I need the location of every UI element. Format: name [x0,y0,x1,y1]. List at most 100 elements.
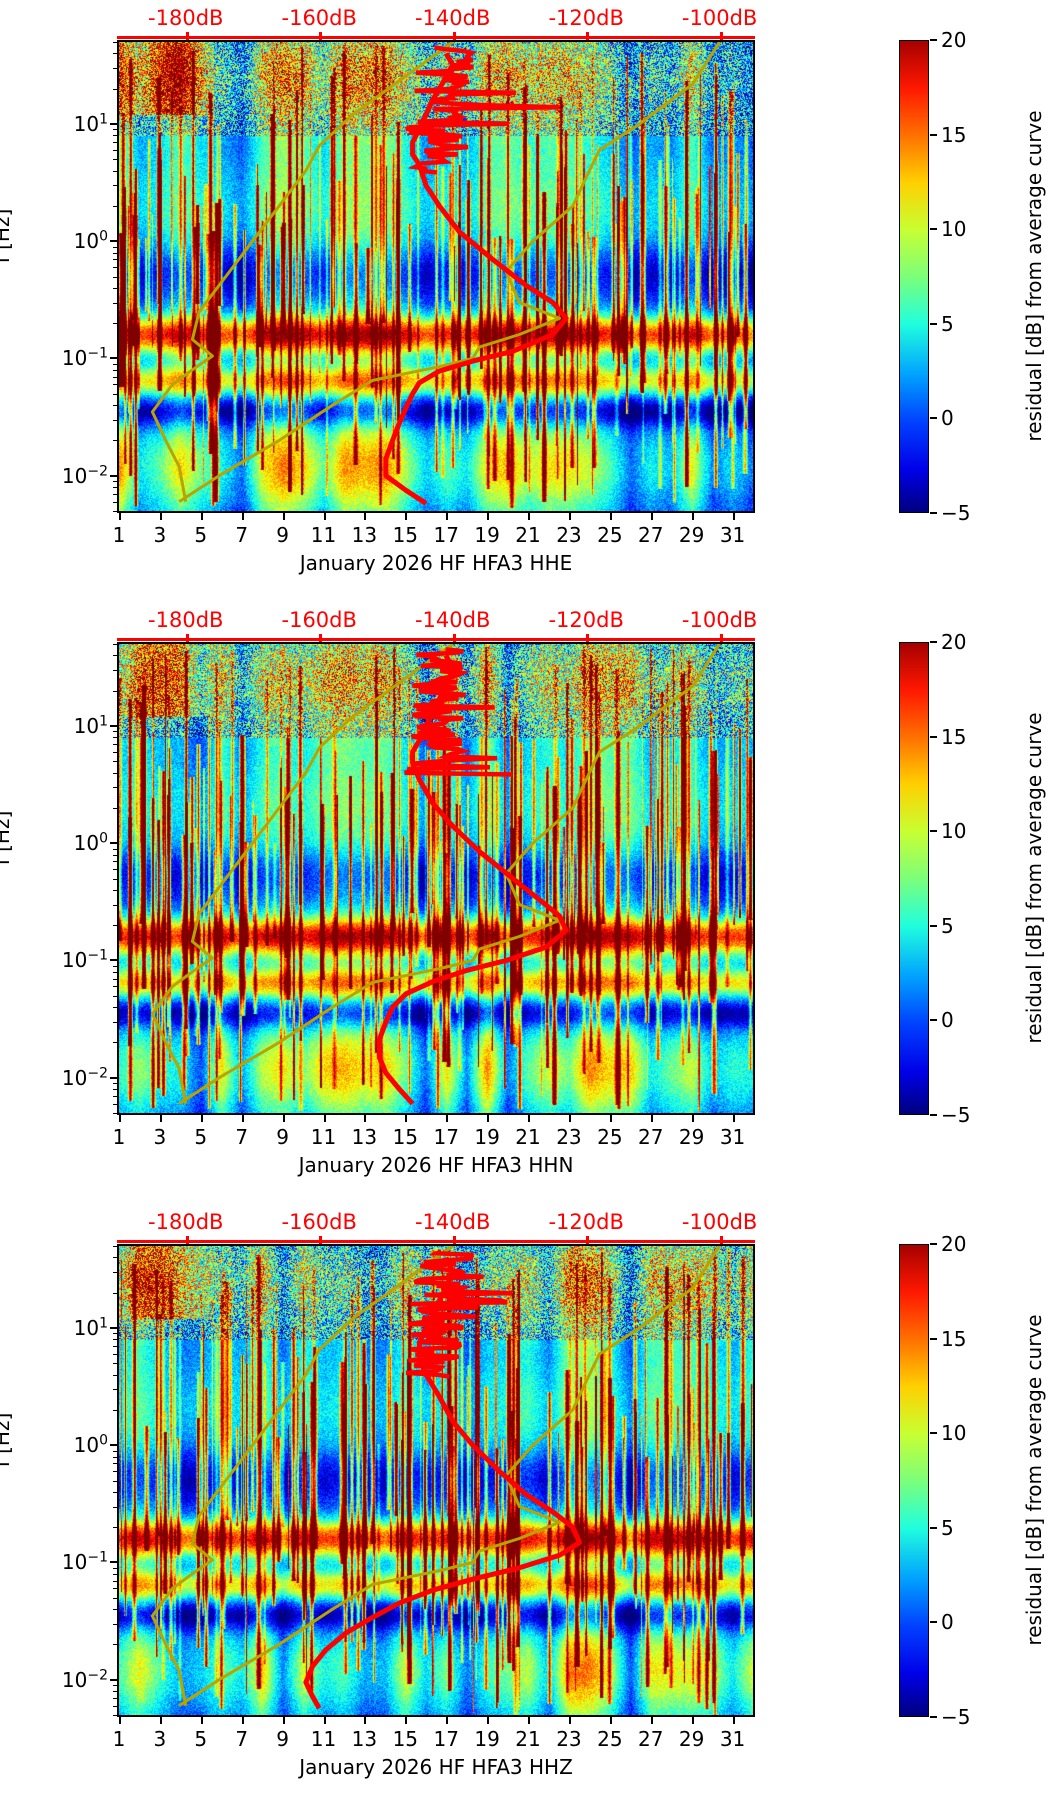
top-axis-label: -160dB [281,608,357,632]
x-axis-tick [446,513,449,520]
y-axis-minor-tick [113,487,117,489]
y-axis-tick-label: 10−2 [61,463,108,488]
x-axis-tick [732,1115,735,1122]
y-axis-tick-label: 10−1 [61,947,108,973]
spectrogram-axes-2 [117,642,755,1115]
y-axis-minor-tick [113,205,117,207]
y-axis-minor-tick [113,670,117,671]
x-axis-tick-label: 15 [392,1125,419,1149]
psd-curve-hf-detail [404,45,560,175]
x-axis-tick-label: 31 [719,523,746,547]
spectrogram-axes-1 [117,40,755,513]
x-axis-tick [609,1115,612,1122]
colorbar-label-1: residual [dB] from average curve [1022,110,1046,442]
top-db-axis-3 [117,1236,755,1247]
colorbar-tick-label: −5 [941,1103,971,1127]
y-axis-minor-tick [113,405,117,407]
y-axis-tick [110,724,117,727]
x-axis-tick-label: 29 [678,1125,705,1149]
x-axis-tick-label: 29 [678,523,705,547]
y-axis-minor-tick [113,1103,117,1105]
y-axis-minor-tick [113,1480,117,1482]
top-db-axis-1 [117,32,755,43]
colorbar-2 [899,642,929,1115]
y-axis-tick [110,240,117,243]
x-axis-tick [568,513,571,520]
y-axis-minor-tick [113,1609,117,1611]
x-axis-tick [487,513,490,520]
y-axis-label: f [Hz] [0,208,14,264]
y-axis-minor-tick [113,1506,117,1508]
colorbar-tick-label: 20 [941,28,967,52]
x-axis-tick-label: 5 [194,1727,208,1751]
y-axis-minor-tick [113,971,117,973]
colorbar-tick [930,641,937,643]
x-axis-tick-label: 25 [597,1125,623,1149]
x-axis-tick [282,513,285,520]
psd-curve [376,654,569,1106]
y-axis-minor-tick [113,1389,117,1391]
y-axis-minor-tick [113,1095,117,1097]
y-axis-minor-tick [113,501,117,503]
y-axis-minor-tick [113,135,117,137]
y-axis-tick-label: 100 [73,1432,108,1458]
y-axis-minor-tick [113,1705,117,1707]
x-axis-tick-label: 23 [556,1727,582,1751]
y-axis-minor-tick [113,772,117,774]
y-axis-minor-tick [113,878,117,880]
colorbar-tick [930,735,937,738]
x-axis-tick-label: 9 [276,1125,289,1149]
y-axis-minor-tick [113,1685,117,1687]
y-axis-minor-tick [113,287,117,289]
y-axis-minor-tick [113,978,117,980]
y-axis-minor-tick [113,1573,117,1575]
colorbar-tick-label: 10 [941,217,967,242]
y-axis-tick-label: 101 [73,111,108,136]
x-axis-tick-label: 7 [235,523,249,547]
top-axis-label: -180dB [148,608,224,632]
x-axis-tick [241,1115,244,1122]
x-axis-tick-label: 19 [474,1125,500,1149]
y-axis-minor-tick [113,1353,117,1355]
y-axis-minor-tick [113,149,117,151]
colorbar-tick [930,1337,937,1340]
x-axis-tick [159,1115,162,1122]
x-axis-tick [528,1717,531,1724]
x-axis-tick-label: 13 [351,1125,378,1149]
x-axis-tick-label: 21 [515,523,541,547]
x-axis-tick-label: 23 [556,1125,582,1149]
x-axis-tick-label: 3 [153,1727,167,1751]
y-axis-minor-tick [113,1042,117,1044]
y-axis-minor-tick [113,68,117,69]
colorbar-tick-label: 20 [941,1232,967,1256]
x-axis-tick-label: 21 [515,1125,541,1149]
y-axis-minor-tick [113,88,117,90]
x-axis-tick [650,1115,653,1122]
x-axis-tick [732,1717,735,1724]
y-axis-minor-tick [113,1346,117,1348]
x-axis-tick [364,513,367,520]
x-axis-tick-label: 27 [638,523,664,547]
y-axis-minor-tick [113,690,117,692]
y-axis-tick [110,474,117,477]
y-axis-minor-tick [113,737,117,739]
x-axis-tick-label: 7 [235,1125,249,1149]
y-axis-minor-tick [113,252,117,254]
top-axis-tick [319,32,323,43]
y-axis-minor-tick [113,323,117,325]
y-axis-minor-tick [113,848,117,850]
y-axis-tick [110,959,117,962]
top-axis-tick [719,1236,723,1247]
colorbar-tick [930,133,937,136]
colorbar-tick-label: 5 [941,913,954,938]
x-axis-tick [200,1115,203,1122]
top-axis-bar [117,1240,755,1243]
x-axis-tick [119,1115,121,1122]
x-axis-tick [282,1115,285,1122]
x-axis-tick-label: 19 [474,1727,500,1751]
y-axis-tick [110,1561,117,1564]
x-axis-tick [487,1717,490,1724]
top-axis-bar [117,638,755,641]
x-axis-tick [528,513,531,520]
x-axis-tick-label: 27 [638,1727,664,1751]
